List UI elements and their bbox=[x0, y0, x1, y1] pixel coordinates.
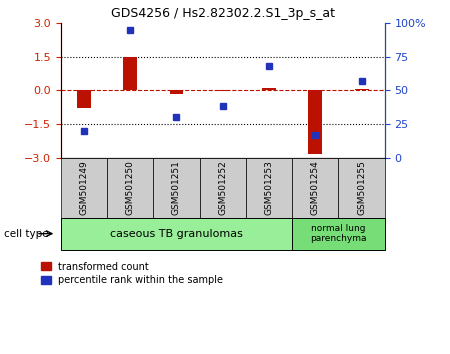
Bar bbox=[216, 90, 230, 91]
Text: GSM501249: GSM501249 bbox=[79, 160, 88, 215]
Bar bbox=[153, 158, 200, 218]
Text: GSM501250: GSM501250 bbox=[126, 160, 135, 215]
Text: caseous TB granulomas: caseous TB granulomas bbox=[110, 229, 243, 239]
Bar bbox=[262, 88, 276, 90]
Bar bbox=[292, 158, 338, 218]
Text: cell type: cell type bbox=[4, 229, 49, 239]
Legend: transformed count, percentile rank within the sample: transformed count, percentile rank withi… bbox=[41, 262, 223, 285]
Bar bbox=[77, 90, 91, 108]
Bar bbox=[246, 158, 292, 218]
Text: GSM501251: GSM501251 bbox=[172, 160, 181, 215]
Bar bbox=[61, 158, 107, 218]
Bar bbox=[308, 90, 322, 154]
Bar bbox=[200, 158, 246, 218]
Bar bbox=[107, 158, 153, 218]
Text: GSM501255: GSM501255 bbox=[357, 160, 366, 215]
Bar bbox=[338, 158, 385, 218]
Bar bbox=[170, 90, 184, 93]
Text: GSM501254: GSM501254 bbox=[311, 160, 320, 215]
Bar bbox=[292, 218, 385, 250]
Text: GSM501252: GSM501252 bbox=[218, 160, 227, 215]
Bar bbox=[61, 218, 292, 250]
Text: normal lung
parenchyma: normal lung parenchyma bbox=[310, 224, 367, 243]
Bar bbox=[355, 89, 369, 90]
Bar bbox=[123, 57, 137, 90]
Text: GSM501253: GSM501253 bbox=[265, 160, 274, 215]
Title: GDS4256 / Hs2.82302.2.S1_3p_s_at: GDS4256 / Hs2.82302.2.S1_3p_s_at bbox=[111, 7, 335, 21]
